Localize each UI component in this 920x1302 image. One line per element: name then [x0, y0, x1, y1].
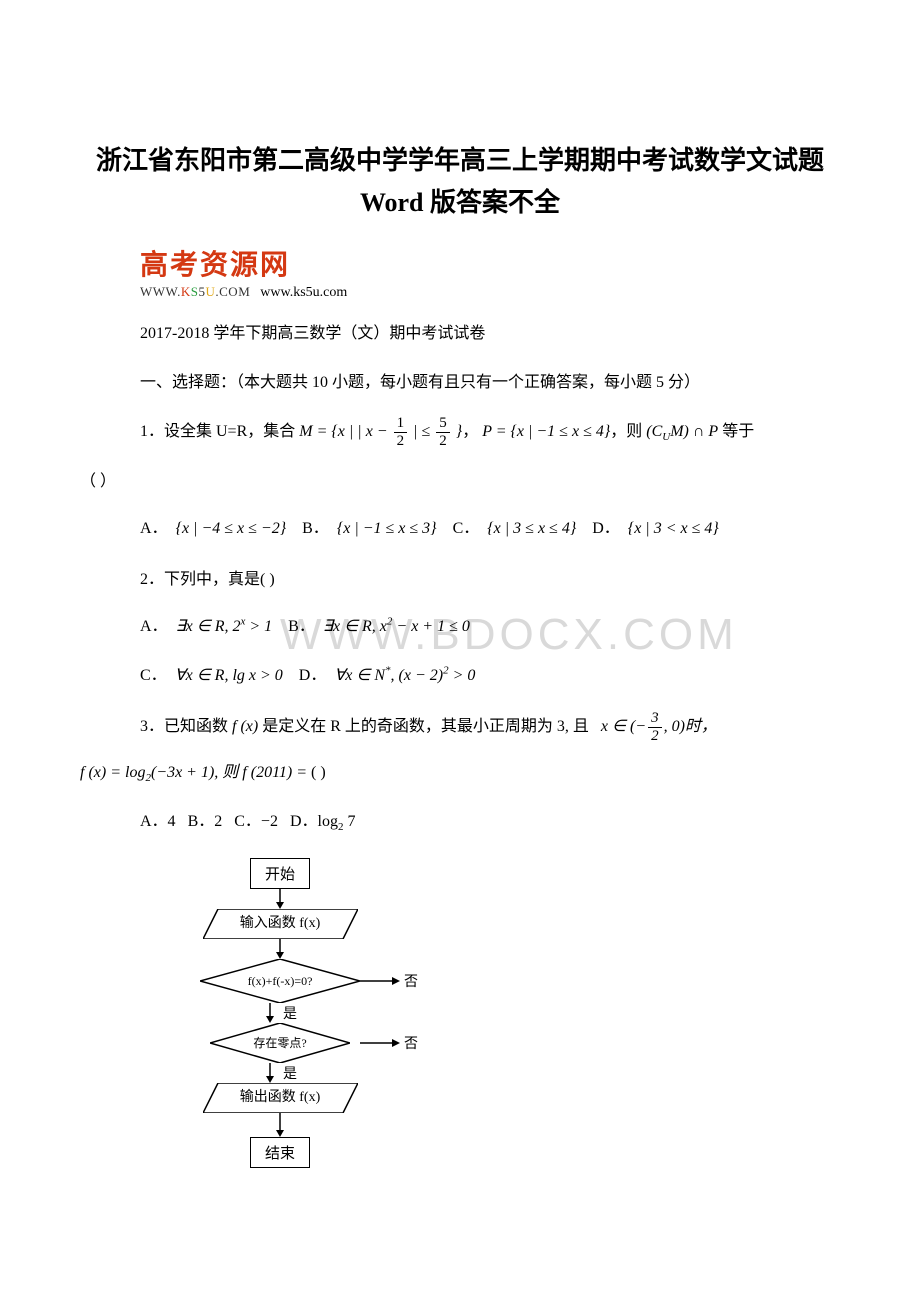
q1-setm-lead: M = {x | | x −	[299, 423, 387, 440]
q3-opt-a: A．4	[140, 813, 176, 830]
fc-arrow-icon	[200, 1113, 360, 1137]
q1-blank: （ ）	[80, 467, 840, 497]
opt-label-b: B．	[302, 520, 329, 537]
q2-opt-c: ∀x ∈ R, lg x > 0	[175, 667, 283, 684]
q1-frac2: 52	[436, 416, 450, 449]
fc-output: 输出函数 f(x)	[203, 1083, 358, 1113]
opt-label-c: C．	[140, 667, 167, 684]
fc-start: 开始	[250, 858, 310, 889]
q1-opt-c: {x | 3 ≤ x ≤ 4}	[487, 520, 576, 537]
fc-arrow-icon	[200, 939, 360, 959]
q2-options-cd: C． ∀x ∈ R, lg x > 0 D． ∀x ∈ N*, (x − 2)2…	[140, 658, 840, 693]
fc-cond2: 存在零点?	[210, 1023, 350, 1063]
q1-opt-a: {x | −4 ≤ x ≤ −2}	[176, 520, 287, 537]
opt-label-d: D．	[592, 520, 620, 537]
q1-frac1: 12	[394, 416, 408, 449]
q2-options-ab: A． ∃x ∈ R, 2x > 1 B． ∃x ∈ R, x2 − x + 1 …	[140, 609, 840, 644]
opt-label-b: B．	[288, 618, 315, 635]
section-header: 一、选择题：（本大题共 10 小题，每小题有且只有一个正确答案，每小题 5 分）	[140, 368, 840, 398]
fc-no-arrow-icon	[360, 1023, 400, 1063]
q1-prefix: 1．设全集 U=R，集合	[140, 423, 295, 440]
site-logo: 高考资源网 WWW.KS5U.COM www.ks5u.com	[140, 243, 840, 301]
fc-no-arrow-icon	[360, 959, 400, 1003]
q3-cond: x ∈ (−32, 0)时，	[601, 718, 717, 735]
q3-stem-line1: 3．已知函数 f (x) 是定义在 R 上的奇函数，其最小正周期为 3, 且 x…	[140, 711, 840, 744]
q3-options: A．4 B．2 C．−2 D．log2 7	[140, 807, 840, 838]
q1-stem: 1．设全集 U=R，集合 M = {x | | x − 12 | ≤ 52 }，…	[140, 416, 840, 449]
opt-label-c: C．	[453, 520, 480, 537]
logo-url-inline: www.ks5u.com	[260, 285, 347, 300]
q1-mid: | ≤	[413, 423, 430, 440]
logo-brand: 高考资源网	[140, 243, 840, 283]
q1-opt-b: {x | −1 ≤ x ≤ 3}	[337, 520, 437, 537]
opt-label-a: A．	[140, 520, 168, 537]
q2-stem: 2．下列中，真是( )	[140, 565, 840, 595]
fc-yes-label: 是	[283, 1063, 297, 1083]
fc-arrow-icon: 是	[200, 1003, 360, 1023]
q3-stem-line2: f (x) = log2(−3x + 1), 则 f (2011) = ( )	[80, 758, 840, 789]
q1-expr: (CUM) ∩ P	[646, 423, 718, 440]
fc-no-label: 否	[404, 971, 418, 991]
q3-opt-c: C．−2	[234, 813, 278, 830]
fc-yes-label: 是	[283, 1003, 297, 1023]
q1-setp: P = {x | −1 ≤ x ≤ 4}	[482, 423, 610, 440]
q2-opt-a: ∃x ∈ R, 2x > 1	[176, 618, 273, 635]
fc-arrow-icon	[200, 889, 360, 909]
fc-arrow-icon: 是	[200, 1063, 360, 1083]
flowchart: 开始 输入函数 f(x) f(x)+f(-x)=0? 否 是 存在零点? 否 是	[200, 858, 840, 1168]
fc-end: 结束	[250, 1137, 310, 1168]
q3-opt-b: B．2	[188, 813, 223, 830]
doc-title: 浙江省东阳市第二高级中学学年高三上学期期中考试数学文试题 Word 版答案不全	[80, 140, 840, 223]
fc-cond1: f(x)+f(-x)=0?	[200, 959, 360, 1003]
opt-label-d: D．	[299, 667, 327, 684]
subtitle: 2017-2018 学年下期高三数学（文）期中考试试卷	[140, 319, 840, 349]
fc-no-label: 否	[404, 1033, 418, 1053]
q3-opt-d: D．log2 7	[290, 813, 356, 830]
q1-opt-d: {x | 3 < x ≤ 4}	[628, 520, 719, 537]
opt-label-a: A．	[140, 618, 168, 635]
fc-input: 输入函数 f(x)	[203, 909, 358, 939]
q2-opt-d: ∀x ∈ N*, (x − 2)2 > 0	[334, 667, 475, 684]
q2-opt-b: ∃x ∈ R, x2 − x + 1 ≤ 0	[323, 618, 470, 635]
q1-options: A． {x | −4 ≤ x ≤ −2} B． {x | −1 ≤ x ≤ 3}…	[140, 511, 840, 546]
logo-url: WWW.KS5U.COM	[140, 284, 250, 299]
